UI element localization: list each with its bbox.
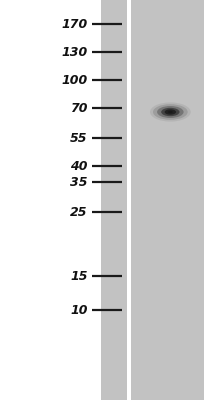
Text: 10: 10 <box>70 304 88 316</box>
Ellipse shape <box>157 106 184 118</box>
Ellipse shape <box>161 108 180 116</box>
Ellipse shape <box>153 104 188 120</box>
Ellipse shape <box>165 109 176 115</box>
Text: 130: 130 <box>61 46 88 58</box>
Ellipse shape <box>168 111 173 113</box>
Bar <box>131 0 204 400</box>
Text: 25: 25 <box>70 206 88 218</box>
Text: 100: 100 <box>61 74 88 86</box>
Ellipse shape <box>150 102 191 122</box>
Bar <box>101 0 127 400</box>
Text: 35: 35 <box>70 176 88 188</box>
Text: 40: 40 <box>70 160 88 172</box>
Text: 55: 55 <box>70 132 88 144</box>
Text: 170: 170 <box>61 18 88 30</box>
Text: 70: 70 <box>70 102 88 114</box>
Text: 15: 15 <box>70 270 88 282</box>
